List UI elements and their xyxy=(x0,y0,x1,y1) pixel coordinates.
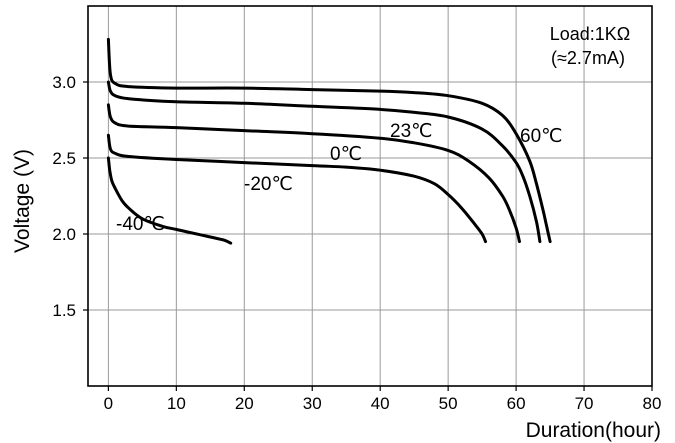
series-label-1: 23℃ xyxy=(390,121,432,142)
series-label-0: 60℃ xyxy=(520,126,562,147)
x-tick-label: 20 xyxy=(235,394,254,413)
annotation-current: (≈2.7mA) xyxy=(551,48,625,68)
x-tick-label: 60 xyxy=(507,394,526,413)
series-line-3 xyxy=(106,133,487,244)
y-tick-label: 2.5 xyxy=(52,149,76,168)
series-line-0 xyxy=(106,37,552,244)
y-tick-label: 1.5 xyxy=(52,301,76,320)
annotation-load: Load:1KΩ xyxy=(550,24,631,44)
plot-frame xyxy=(87,5,653,387)
series-label-4: -40℃ xyxy=(116,214,165,235)
series-label-3: -20℃ xyxy=(244,174,293,195)
x-tick-label: 80 xyxy=(643,394,662,413)
x-tick-label: 40 xyxy=(371,394,390,413)
x-tick-label: 10 xyxy=(167,394,186,413)
x-axis-label: Duration(hour) xyxy=(526,419,661,442)
tick-labels: 0 10 20 30 40 50 60 70 80 1.5 2.0 2.5 3.0 xyxy=(52,73,661,413)
y-tick-label: 2.0 xyxy=(52,225,76,244)
series-labels: 60℃ 23℃ 0℃ -20℃ -40℃ xyxy=(116,121,562,235)
x-tick-label: 70 xyxy=(575,394,594,413)
series-line-1 xyxy=(106,80,542,244)
series-label-2: 0℃ xyxy=(330,144,362,165)
series-line-2 xyxy=(106,103,521,244)
y-axis-label: Voltage (V) xyxy=(11,149,34,253)
series-line-4 xyxy=(106,156,233,245)
x-tick-label: 30 xyxy=(303,394,322,413)
series-curves xyxy=(106,37,552,245)
y-tick-label: 3.0 xyxy=(52,73,76,92)
x-tick-label: 50 xyxy=(439,394,458,413)
x-tick-label: 0 xyxy=(104,394,113,413)
